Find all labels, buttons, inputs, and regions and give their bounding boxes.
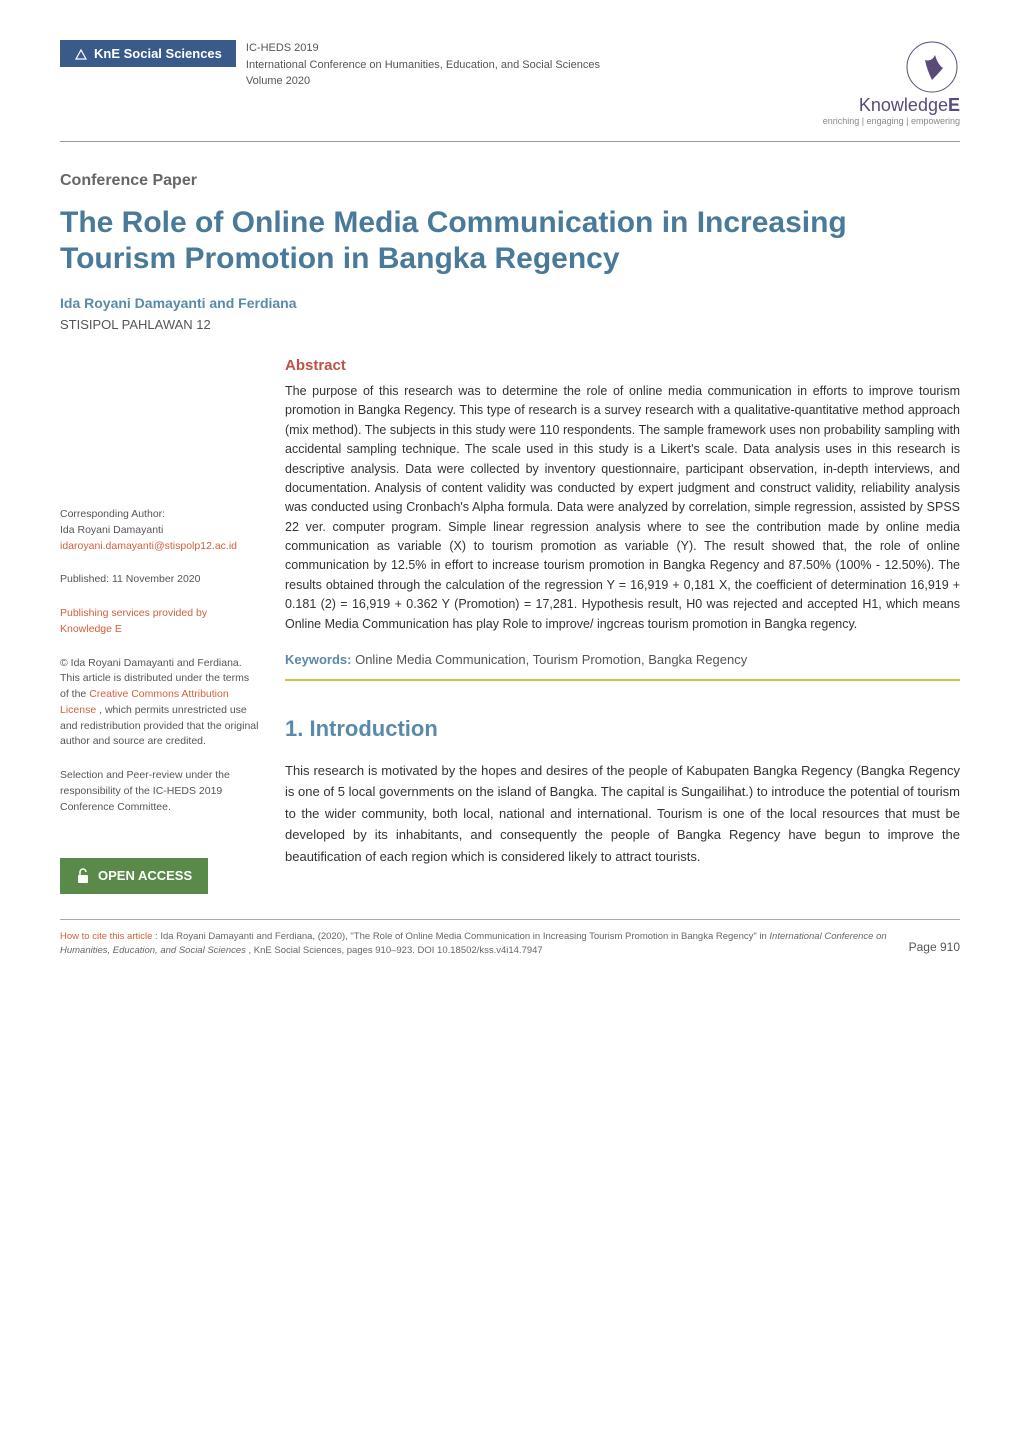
affiliation: STISIPOL PAHLAWAN 12 [60,317,960,332]
logo-brand: Knowledge [859,95,948,115]
section-1-heading: 1. Introduction [285,716,960,742]
volume: Volume 2020 [246,73,600,90]
paper-title: The Role of Online Media Communication i… [60,205,960,277]
header-left: KnE Social Sciences IC-HEDS 2019 Interna… [60,40,600,90]
page-footer: How to cite this article : Ida Royani Da… [60,919,960,959]
cite-text: : Ida Royani Damayanti and Ferdiana, (20… [155,931,769,942]
keywords-label: Keywords: [285,652,351,667]
keywords-text: Online Media Communication, Tourism Prom… [355,652,747,667]
logo-suffix: E [948,95,960,115]
logo-tagline: enriching | engaging | empowering [823,116,960,126]
corresponding-label: Corresponding Author: [60,507,260,523]
page-header: KnE Social Sciences IC-HEDS 2019 Interna… [60,40,960,142]
copyright-block: © Ida Royani Damayanti and Ferdiana. Thi… [60,656,260,751]
cite-rest: , KnE Social Sciences, pages 910–923. DO… [249,945,543,956]
sidebar: Corresponding Author: Ida Royani Damayan… [60,357,260,894]
page-number: Page 910 [909,930,960,954]
content-row: Corresponding Author: Ida Royani Damayan… [60,357,960,894]
section-1-text: This research is motivated by the hopes … [285,760,960,867]
conference-code: IC-HEDS 2019 [246,40,600,57]
abstract-text: The purpose of this research was to dete… [285,382,960,634]
corresponding-name: Ida Royani Damayanti [60,523,260,539]
publisher-logo: KnowledgeE enriching | engaging | empowe… [823,40,960,126]
cite-label: How to cite this article [60,931,152,942]
peer-review-note: Selection and Peer-review under the resp… [60,768,260,815]
publishing-services: Publishing services provided by Knowledg… [60,606,260,638]
abstract-heading: Abstract [285,357,960,374]
conference-meta: IC-HEDS 2019 International Conference on… [246,40,600,90]
main-column: Abstract The purpose of this research wa… [285,357,960,894]
publisher-name: KnE Social Sciences [94,46,222,61]
open-access-label: OPEN ACCESS [98,866,192,886]
open-access-badge: OPEN ACCESS [60,858,208,894]
corresponding-email[interactable]: idaroyani.damayanti@stispolp12.ac.id [60,539,260,555]
keywords-row: Keywords: Online Media Communication, To… [285,652,960,681]
copyright-symbol: © [60,657,71,669]
badge-icon [74,47,88,61]
citation-block: How to cite this article : Ida Royani Da… [60,930,889,959]
publisher-badge: KnE Social Sciences [60,40,236,67]
authors: Ida Royani Damayanti and Ferdiana [60,295,960,311]
paper-type-label: Conference Paper [60,172,960,190]
lock-open-icon [76,868,90,884]
corresponding-author-block: Corresponding Author: Ida Royani Damayan… [60,507,260,554]
published-date: Published: 11 November 2020 [60,572,260,588]
logo-text: KnowledgeE [859,95,960,116]
conference-name: International Conference on Humanities, … [246,57,600,74]
leaf-logo-icon [905,40,960,95]
